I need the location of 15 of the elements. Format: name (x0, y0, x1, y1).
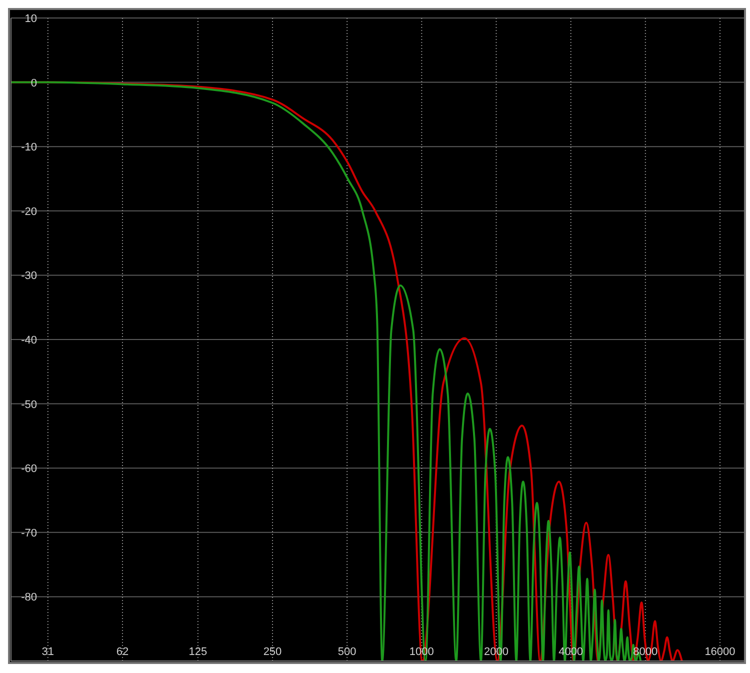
y-tick-label: -70 (21, 527, 37, 540)
y-tick-label: -60 (21, 463, 37, 476)
x-tick-label: 16000 (704, 646, 736, 658)
y-tick-label: 10 (24, 13, 37, 25)
x-tick-label: 250 (263, 646, 282, 658)
y-tick-label: -50 (21, 398, 37, 411)
x-tick-label: 62 (116, 646, 129, 658)
y-tick-label: -80 (21, 592, 37, 604)
x-tick-label: 31 (42, 646, 54, 658)
y-tick-label: -30 (21, 270, 37, 282)
y-tick-label: -20 (21, 206, 37, 218)
x-tick-label: 500 (338, 646, 356, 658)
x-tick-label: 125 (188, 646, 208, 658)
y-tick-label: -10 (21, 142, 37, 154)
y-tick-label: -40 (21, 334, 37, 346)
